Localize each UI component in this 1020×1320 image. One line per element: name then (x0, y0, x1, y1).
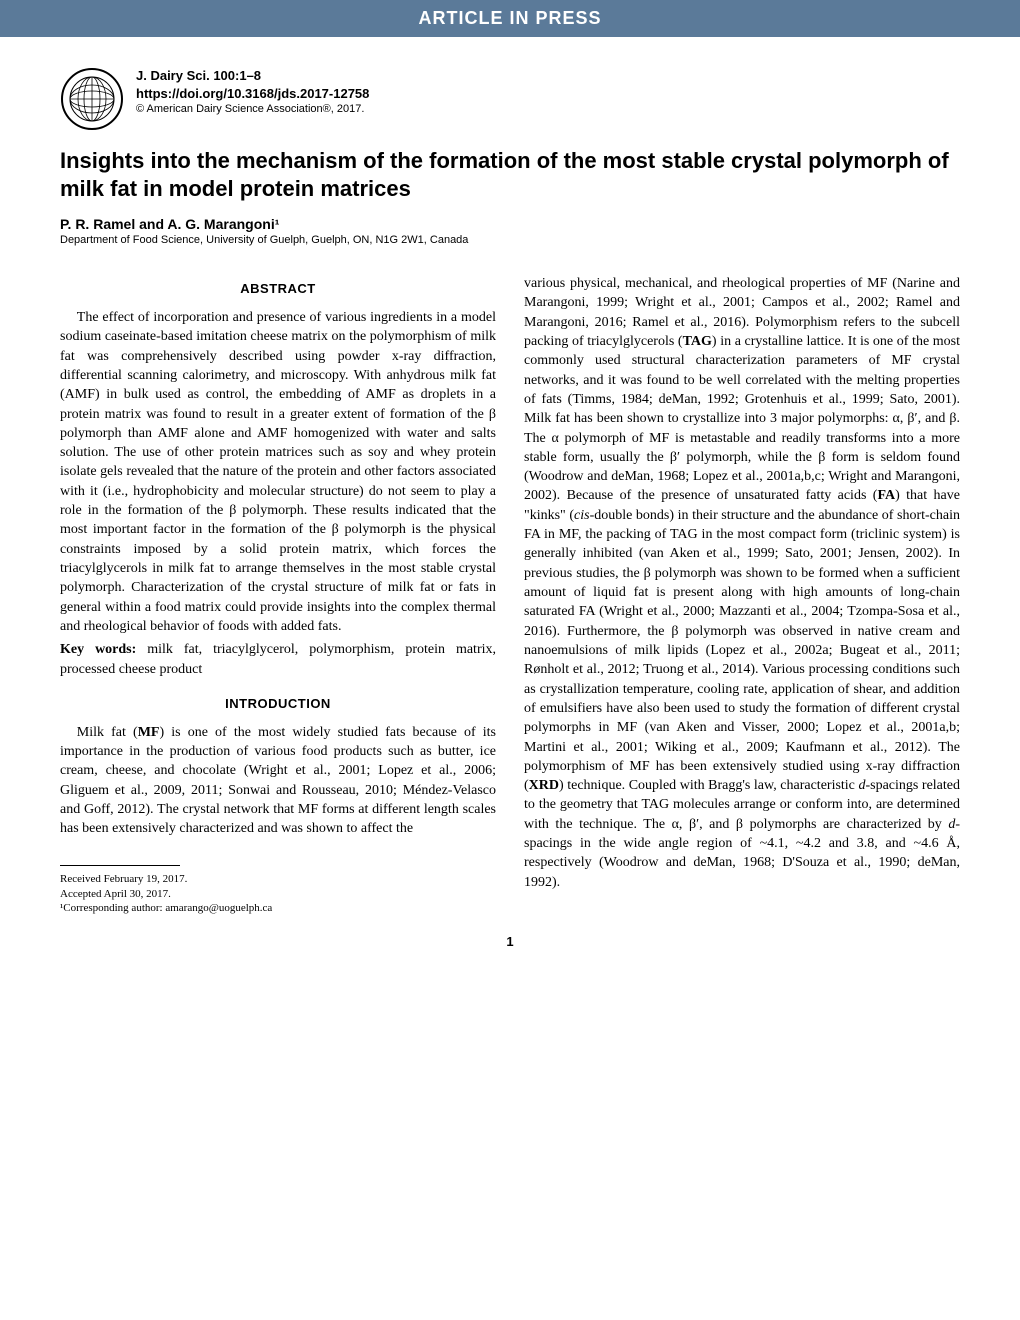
abstract-text: The effect of incorporation and presence… (60, 308, 496, 636)
right-column: various physical, mechanical, and rheolo… (524, 274, 960, 916)
banner-text: ARTICLE IN PRESS (418, 8, 601, 28)
intro-para-left: Milk fat (MF) is one of the most widely … (60, 723, 496, 839)
footnotes: Received February 19, 2017. Accepted Apr… (60, 872, 496, 917)
copyright-line: © American Dairy Science Association®, 2… (136, 102, 369, 117)
article-title: Insights into the mechanism of the forma… (60, 147, 960, 202)
intro-para-right: various physical, mechanical, and rheolo… (524, 274, 960, 892)
journal-citation: J. Dairy Sci. 100:1–8 (136, 67, 369, 85)
author-list: P. R. Ramel and A. G. Marangoni¹ (60, 216, 960, 232)
page-number: 1 (60, 934, 960, 949)
abstract-heading: ABSTRACT (60, 280, 496, 298)
keywords-label: Key words: (60, 642, 136, 657)
journal-info: J. Dairy Sci. 100:1–8 https://doi.org/10… (136, 67, 369, 117)
page-content: J. Dairy Sci. 100:1–8 https://doi.org/10… (0, 37, 1020, 989)
journal-header: J. Dairy Sci. 100:1–8 https://doi.org/10… (60, 67, 960, 131)
received-date: Received February 19, 2017. (60, 872, 496, 887)
corresponding-author: ¹Corresponding author: amarango@uoguelph… (60, 901, 496, 916)
doi-link: https://doi.org/10.3168/jds.2017-12758 (136, 85, 369, 103)
two-column-body: ABSTRACT The effect of incorporation and… (60, 274, 960, 916)
introduction-heading: INTRODUCTION (60, 695, 496, 713)
article-in-press-banner: ARTICLE IN PRESS (0, 0, 1020, 37)
adsa-logo (60, 67, 124, 131)
affiliation: Department of Food Science, University o… (60, 234, 960, 246)
accepted-date: Accepted April 30, 2017. (60, 887, 496, 902)
left-column: ABSTRACT The effect of incorporation and… (60, 274, 496, 916)
keywords: Key words: milk fat, triacylglycerol, po… (60, 640, 496, 679)
footnote-divider (60, 865, 180, 866)
